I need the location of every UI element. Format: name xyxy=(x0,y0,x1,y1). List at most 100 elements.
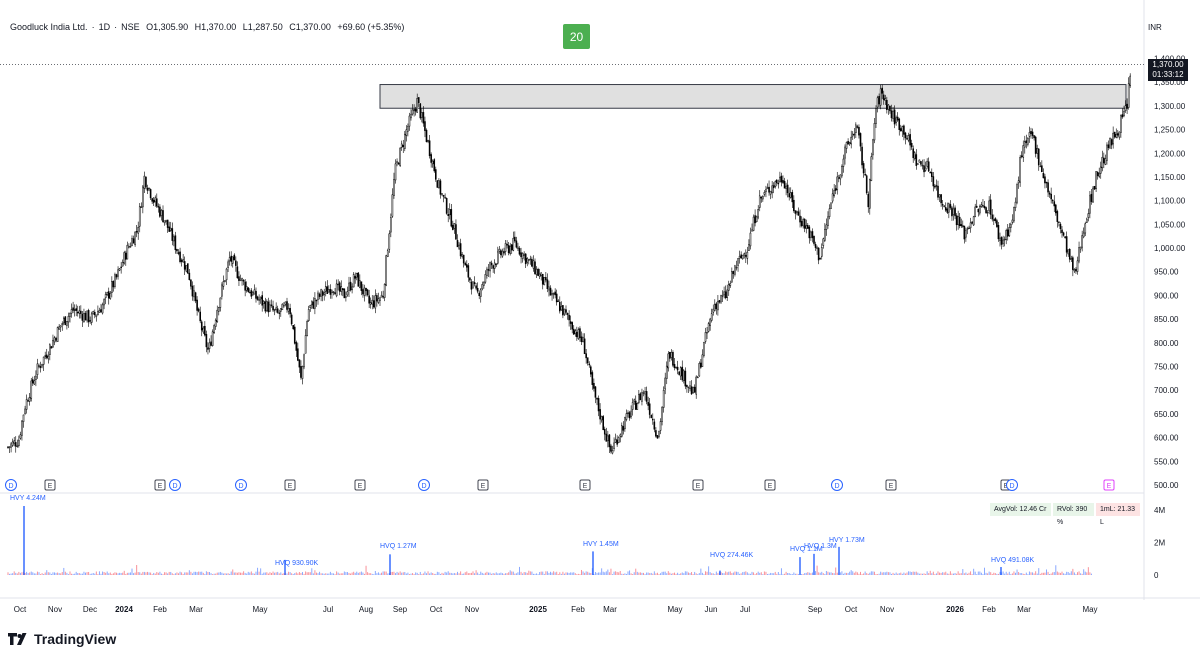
candle xyxy=(707,321,710,333)
candle xyxy=(202,325,205,335)
candle xyxy=(740,251,742,260)
volume-annotation: HVQ 930.90K xyxy=(275,560,319,567)
volume-bar xyxy=(439,573,441,575)
earnings-marker[interactable]: E xyxy=(764,479,776,491)
volume-bar xyxy=(204,574,206,575)
dividend-marker[interactable]: D xyxy=(5,479,17,491)
resistance-zone-box[interactable] xyxy=(379,84,1127,109)
candle xyxy=(137,221,139,240)
volume-bar xyxy=(990,572,992,575)
dividend-marker[interactable]: D xyxy=(1006,479,1018,491)
candle xyxy=(816,245,818,255)
volume-bar xyxy=(195,571,197,575)
candle xyxy=(529,255,532,265)
candle xyxy=(362,284,364,298)
volume-bar xyxy=(557,574,559,575)
volume-bar xyxy=(209,572,210,575)
earnings-marker[interactable]: E xyxy=(692,479,704,491)
high-value: H1,370.00 xyxy=(194,22,237,32)
dividend-marker[interactable]: D xyxy=(418,479,430,491)
volume-bar xyxy=(483,573,485,575)
volume-bar xyxy=(740,573,742,575)
earnings-marker[interactable]: E xyxy=(579,479,591,491)
dividend-marker[interactable]: D xyxy=(169,479,181,491)
candle xyxy=(957,210,959,230)
volume-bar xyxy=(157,572,159,575)
earnings-marker[interactable]: E xyxy=(154,479,166,491)
volume-bar xyxy=(765,571,767,575)
candle xyxy=(1044,173,1046,189)
candle xyxy=(56,326,59,342)
volume-bar xyxy=(810,573,812,575)
volume-bar xyxy=(258,571,260,575)
candle xyxy=(386,248,389,258)
interval[interactable]: 1D xyxy=(98,22,111,32)
volume-bar xyxy=(281,573,283,575)
volume-bar xyxy=(779,573,781,575)
volume-bar xyxy=(257,567,259,575)
candle xyxy=(940,194,942,207)
candle xyxy=(1047,179,1049,198)
volume-bar xyxy=(962,569,964,575)
volume-bar xyxy=(720,572,722,575)
earnings-marker[interactable]: E xyxy=(885,479,897,491)
candle xyxy=(55,336,57,343)
candle xyxy=(45,348,48,360)
dividend-marker[interactable]: D xyxy=(235,479,247,491)
earnings-marker[interactable]: E xyxy=(1103,479,1115,491)
dividend-marker[interactable]: D xyxy=(831,479,843,491)
price-tick-label: 1,200.00 xyxy=(1154,149,1186,158)
volume-bar xyxy=(861,574,863,575)
volume-bar xyxy=(520,571,522,575)
candle xyxy=(605,427,608,442)
price-tick-label: 1,150.00 xyxy=(1154,173,1186,182)
volume-bar xyxy=(904,573,906,575)
candle xyxy=(490,260,493,269)
candle xyxy=(1003,236,1006,247)
candle xyxy=(332,290,335,296)
candle xyxy=(865,174,868,195)
earnings-marker[interactable]: E xyxy=(354,479,366,491)
candle xyxy=(165,219,167,225)
candle xyxy=(831,188,834,204)
earnings-marker[interactable]: E xyxy=(44,479,56,491)
candle xyxy=(706,326,708,340)
candle xyxy=(856,124,859,129)
volume-bar xyxy=(687,572,689,575)
volume-bar xyxy=(700,568,702,575)
candle xyxy=(222,275,225,290)
bar-countdown: 01:33:12 xyxy=(1152,70,1184,79)
svg-text:E: E xyxy=(158,483,163,490)
symbol-name[interactable]: Goodluck India Ltd. xyxy=(10,22,88,32)
volume-bar xyxy=(839,572,841,575)
svg-text:E: E xyxy=(481,483,486,490)
earnings-marker[interactable]: E xyxy=(477,479,489,491)
volume-bar xyxy=(461,573,463,575)
volume-bar xyxy=(385,571,387,575)
currency-label[interactable]: INR xyxy=(1148,23,1162,32)
volume-bar xyxy=(759,572,761,575)
candle xyxy=(472,281,474,289)
candle xyxy=(569,315,572,330)
volume-bar xyxy=(980,572,982,575)
tradingview-logo[interactable]: TradingView xyxy=(8,631,116,647)
volume-bar xyxy=(336,571,338,575)
candle xyxy=(475,282,477,291)
candle xyxy=(999,232,1001,247)
candle xyxy=(607,430,609,448)
earnings-marker[interactable]: E xyxy=(284,479,296,491)
volume-bar xyxy=(230,571,232,575)
volume-bar xyxy=(367,572,369,575)
candle xyxy=(828,204,831,220)
volume-bar xyxy=(52,572,54,575)
candle xyxy=(799,209,801,228)
volume-annotation: HVQ 1.1M xyxy=(790,546,823,553)
candle xyxy=(1062,231,1065,237)
volume-bar xyxy=(672,573,674,575)
volume-bar xyxy=(863,573,865,575)
volume-bar xyxy=(660,573,662,575)
volume-bar xyxy=(374,570,376,575)
candle xyxy=(949,200,952,210)
volume-bar xyxy=(714,574,716,575)
